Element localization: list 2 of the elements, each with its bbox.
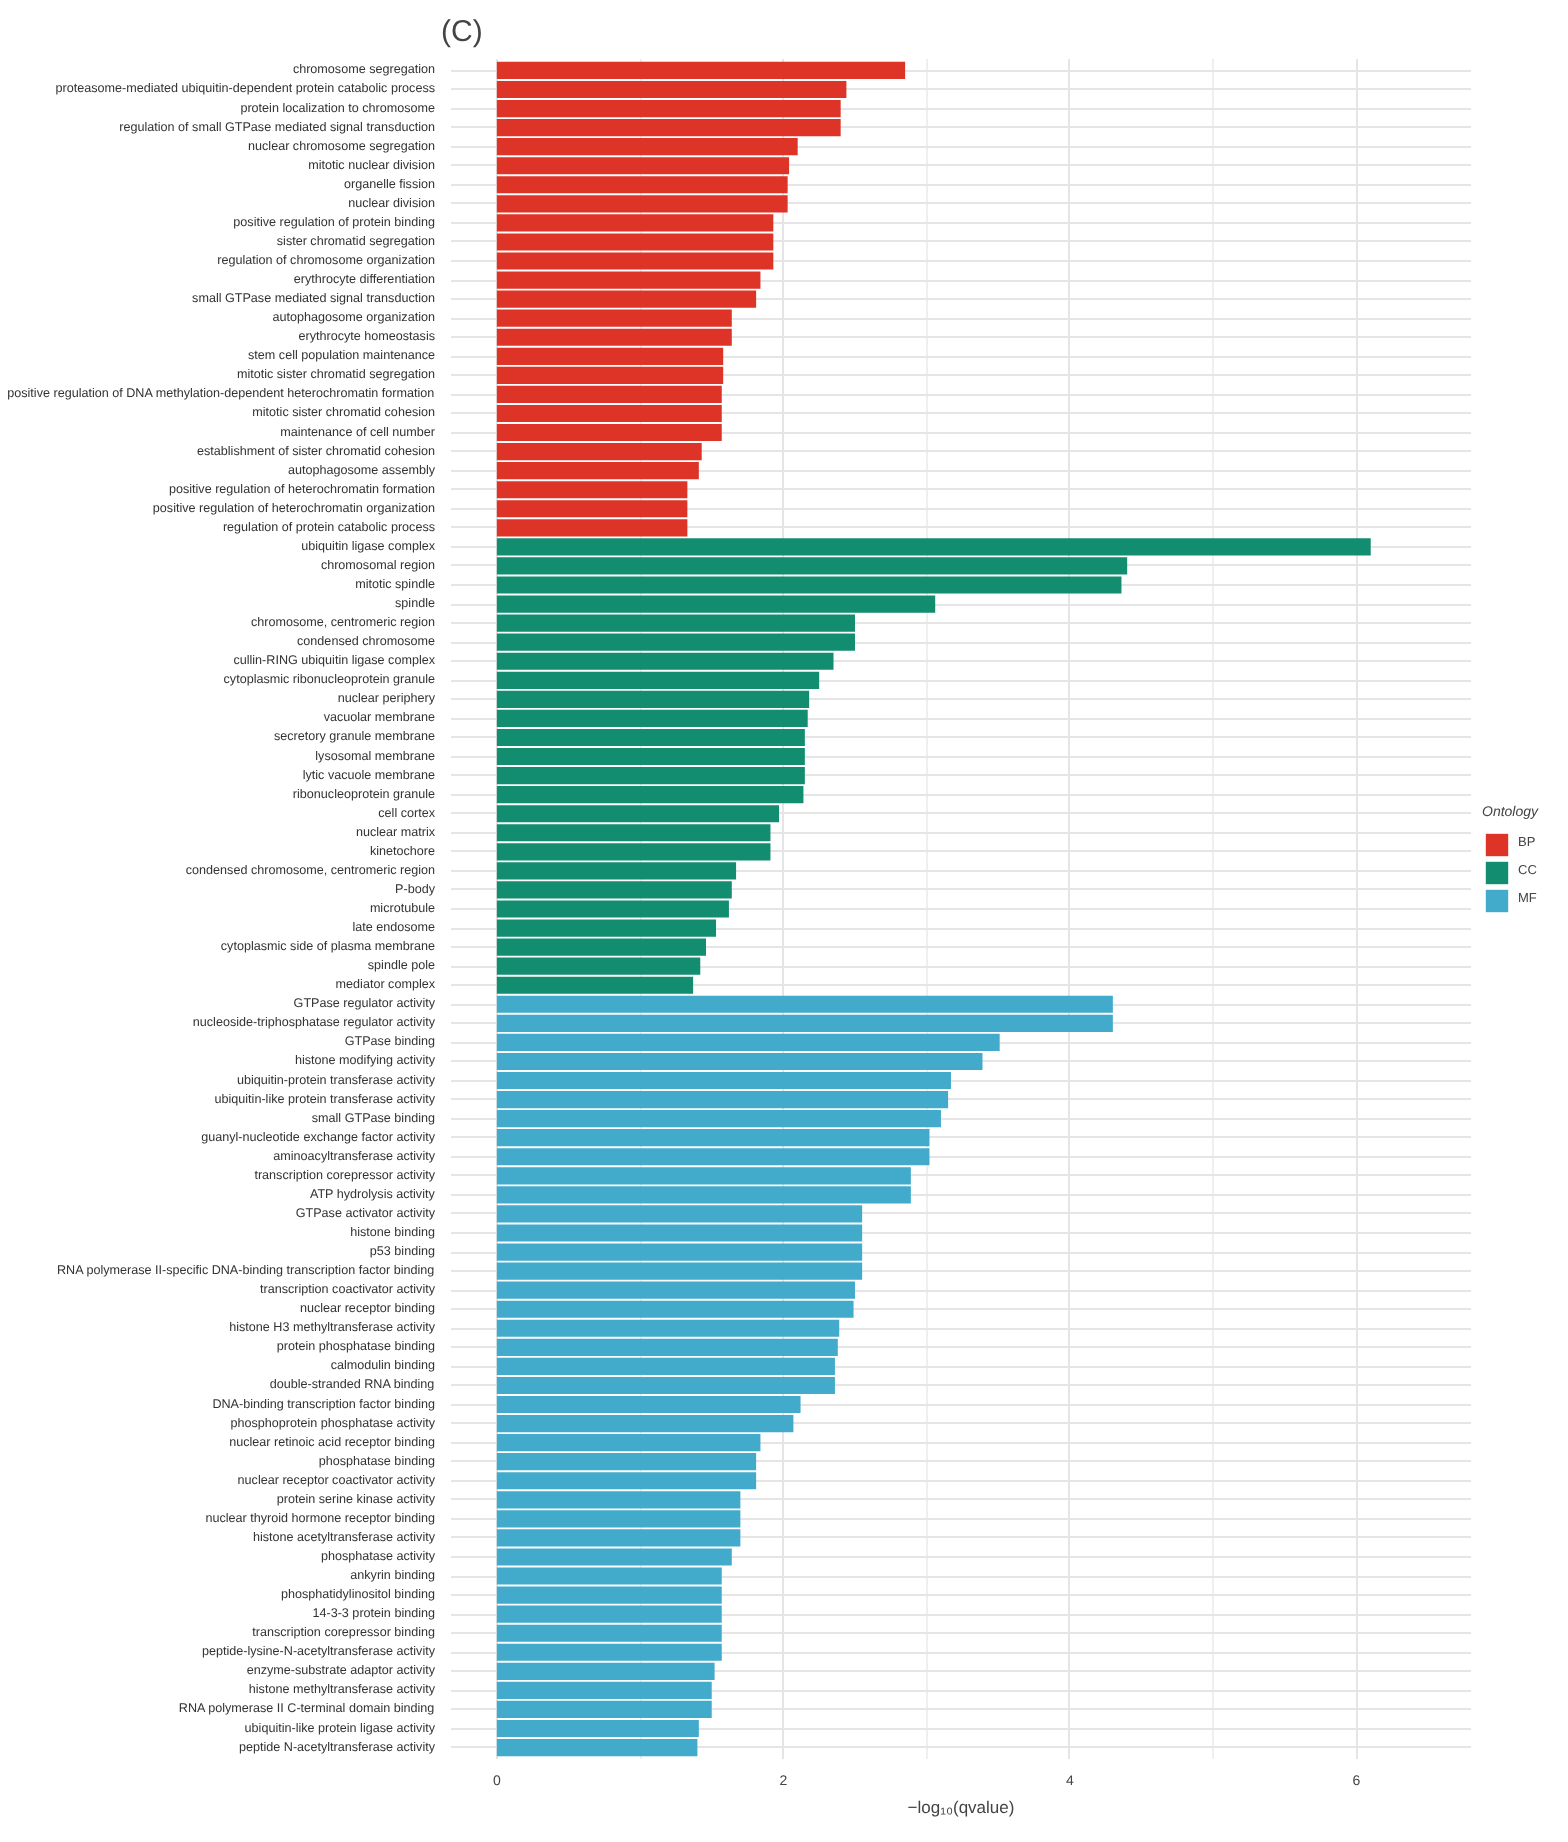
chart-title: (C) <box>441 15 483 49</box>
x-axis-title: −log₁₀(qvalue) <box>907 1797 1015 1817</box>
